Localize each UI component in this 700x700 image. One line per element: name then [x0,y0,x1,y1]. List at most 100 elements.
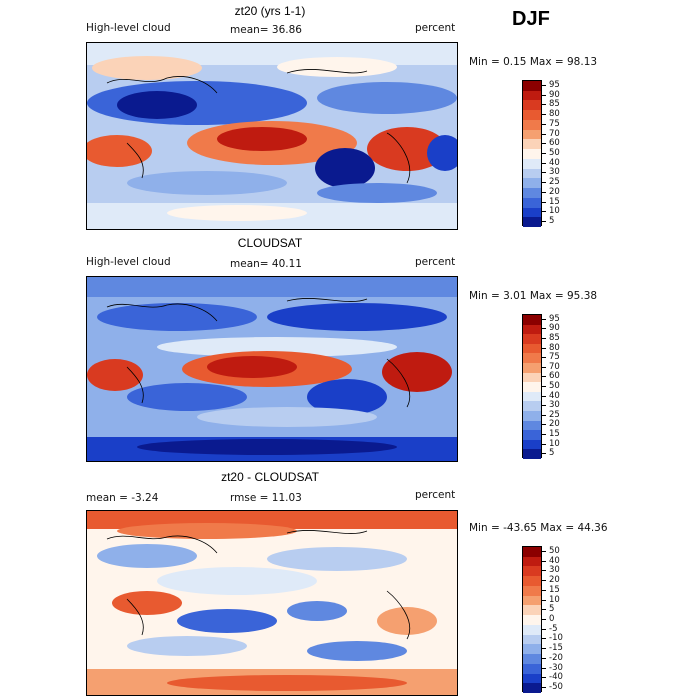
panel-2-colorbar-tick-label: 80 [549,342,560,353]
panel-1-colorbar-tick-label: 25 [549,177,560,188]
panel-1-colorbar-cell [523,188,541,199]
panel-2-variable-label: High-level cloud [86,256,171,268]
panel-1-colorbar-tick-label: 40 [549,157,560,168]
panel-1-colorbar-cell [523,81,541,92]
panel-1-colorbar-cell [523,129,541,140]
panel-2-colorbar-tick-label: 10 [549,438,560,449]
panel-3-colorbar-tick [542,687,546,689]
panel-1-colorbar-tick-label: 85 [549,99,560,110]
panel-3-colorbar-cell [523,547,541,558]
panel-3-colorbar-tick [542,609,546,611]
panel-1-colorbar-cell [523,139,541,150]
panel-1-colorbar-tick [542,143,546,145]
panel-1-colorbar-cell [523,168,541,179]
panel-3-contour-field [87,511,457,695]
panel-3-colorbar-tick [542,550,546,552]
panel-2-colorbar-cell [523,401,541,412]
panel-2-colorbar-tick-label: 15 [549,429,560,439]
panel-1-colorbar-cell [523,110,541,121]
panel-2-colorbar-cell [523,334,541,345]
panel-2-colorbar-cell [523,343,541,354]
panel-2-colorbar-tick [542,434,546,435]
panel-3-colorbar-tick-label: -5 [549,623,558,634]
panel-1-colorbar-tick-label: 30 [549,167,560,178]
panel-1-colorbar-tick-label: 15 [549,196,560,207]
panel-3-colorbar-tick-label: -20 [549,652,563,663]
panel-2-colorbar-tick-label: 75 [549,352,560,363]
panel-2-colorbar-cell [523,411,541,422]
panel-1-title: zt20 (yrs 1-1) [234,4,306,18]
panel-1-colorbar-tick [542,221,546,223]
panel-2-colorbar-cell [523,420,541,431]
panel-2-colorbar-tick-label: 40 [549,390,560,401]
panel-3-colorbar-tick [542,657,546,659]
panel-2-colorbar-tick [542,318,546,320]
panel-2-colorbar-tick [542,338,546,339]
panel-1-colorbar-cell [523,100,541,111]
panel-3-colorbar-tick-label: -50 [549,682,563,693]
panel-1-colorbar-cell [523,90,541,101]
panel-2-colorbar-cell [523,391,541,402]
panel-3-colorbar-tick [542,619,546,620]
panel-1-colorbar-cell [523,149,541,160]
panel-3-colorbar-tick [542,638,546,640]
panel-3-colorbar-tick-label: -10 [549,633,563,644]
panel-2-colorbar-cell [523,315,541,326]
panel-3-colorbar-tick [542,648,546,650]
panel-1-colorbar-tick-label: 70 [549,128,560,139]
panel-1-colorbar-tick-label: 50 [549,148,560,158]
panel-1-colorbar-cell [523,158,541,170]
panel-2-colorbar-tick [542,376,546,378]
panel-1-colorbar-tick-label: 80 [549,109,560,120]
panel-1-colorbar-tick-label: 10 [549,206,560,217]
panel-2-colorbar-tick-label: 5 [549,448,555,459]
panel-1-colorbar-tick [542,182,546,184]
panel-3-colorbar-tick-label: 20 [549,575,560,586]
panel-2-colorbar-tick [542,395,546,397]
panel-2-title: CLOUDSAT [237,236,303,250]
panel-3-colorbar-cell [523,605,541,616]
panel-2-colorbar-cell [523,439,541,450]
panel-3-colorbar-cell [523,576,541,587]
panel-3-colorbar-tick-label: 15 [549,584,560,595]
panel-3-colorbar-tick-label: -30 [549,662,563,673]
panel-2-colorbar-tick [542,443,546,445]
panel-1-colorbar-tick [542,201,546,203]
panel-1-colorbar-tick-label: 95 [549,79,560,90]
panel-1-colorbar-tick-label: 20 [549,186,560,197]
panel-3-colorbar-tick [542,677,546,679]
panel-1-colorbar-tick [542,133,546,135]
panel-2-colorbar-tick-label: 30 [549,400,560,411]
panel-1-colorbar-tick-label: 60 [549,138,560,149]
panel-3-colorbar-tick-label: 30 [549,565,560,576]
panel-3-colorbar-cell [523,595,541,606]
panel-3-colorbar-tick-label: 50 [549,545,560,556]
panel-2-colorbar-tick-label: 20 [549,419,560,430]
panel-1-colorbar-cell [523,217,541,228]
panel-2-colorbar-cell [523,372,541,383]
panel-1-colorbar-tick [542,211,546,213]
panel-3-minmax: Min = -43.65 Max = 44.36 [469,522,608,534]
panel-3-colorbar-tick-label: -40 [549,672,563,683]
panel-2-colorbar [522,314,542,460]
panel-3-colorbar-tick [542,560,546,562]
panel-1-colorbar-tick [542,153,546,154]
panel-3-colorbar-tick [542,580,546,582]
panel-3-colorbar [522,546,542,694]
panel-3-colorbar-cell [523,663,541,675]
panel-3-colorbar-cell [523,556,541,567]
panel-3-colorbar-cell [523,585,541,597]
panel-1-colorbar-cell [523,119,541,131]
panel-1-colorbar-tick-label: 75 [549,118,560,129]
panel-3-colorbar-tick-label: 5 [549,604,555,615]
panel-3-map [86,510,458,696]
panel-1-colorbar-tick [542,162,546,164]
panel-1-colorbar-tick [542,104,546,106]
panel-3-colorbar-cell [523,654,541,665]
panel-1-colorbar-tick-label: 5 [549,216,555,227]
panel-2-colorbar-tick-label: 25 [549,409,560,420]
panel-1-colorbar-tick [542,172,546,174]
panel-3-colorbar-cell [523,624,541,636]
panel-2-colorbar-tick-label: 95 [549,313,560,324]
